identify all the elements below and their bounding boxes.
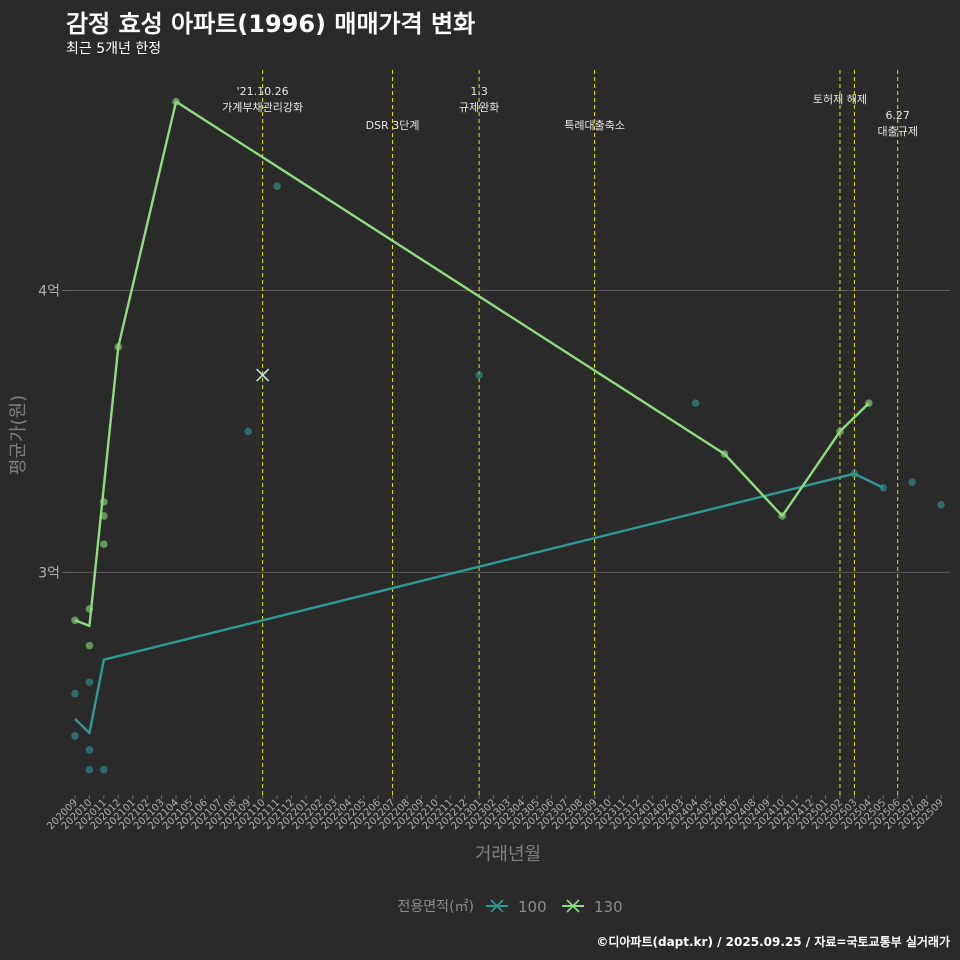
event-label: '21.10.26 — [237, 85, 289, 98]
legend-swatch-cross — [566, 899, 580, 913]
y-tick-label: 4억 — [38, 283, 60, 299]
data-point-100 — [100, 765, 108, 774]
y-tick-labels: 3억 4억 — [38, 283, 60, 581]
data-point-130 — [85, 605, 94, 613]
x-axis-label: 거래년월 — [475, 844, 541, 865]
data-point-100 — [879, 483, 888, 492]
event-label: 6.27 — [885, 109, 910, 122]
data-point-130 — [720, 450, 729, 458]
data-point-100 — [85, 678, 94, 687]
data-point-100 — [908, 478, 916, 486]
series-line-130 — [74, 100, 870, 628]
data-point-100 — [244, 427, 252, 436]
data-point-130 — [865, 399, 873, 408]
event-label: 대출규제 — [877, 125, 917, 138]
event-label: 규제완화 — [459, 101, 499, 114]
data-point-100 — [71, 732, 79, 740]
data-point-130 — [71, 616, 79, 625]
data-point-130 — [85, 641, 94, 650]
source-caption: ©디아파트(dapt.kr) / 2025.09.25 / 자료=국토교통부 실… — [596, 935, 950, 949]
data-point-100 — [273, 182, 281, 190]
event-label: 특례대출축소 — [564, 119, 625, 132]
legend-item-130: 130 — [562, 898, 623, 916]
data-point-100 — [937, 500, 945, 509]
event-label: 가계부채관리강화 — [222, 101, 303, 114]
chart-subtitle: 최근 5개년 한정 — [66, 41, 162, 57]
data-point-100 — [475, 371, 483, 379]
data-point-100 — [71, 689, 79, 698]
legend-label: 130 — [594, 898, 623, 916]
legend: 전용면적(㎡) 100 130 — [398, 898, 623, 916]
data-point-130 — [836, 427, 844, 436]
data-point-100 — [691, 399, 700, 408]
data-point-130 — [100, 498, 108, 506]
data-point-130 — [100, 512, 108, 520]
y-tick-label: 3억 — [38, 565, 60, 581]
series-line-100 — [74, 472, 884, 735]
cross-marker — [256, 368, 270, 382]
y-axis-label: 평균가(원) — [8, 395, 29, 475]
chart-title: 감정 효성 아파트(1996) 매매가격 변화 — [66, 10, 476, 38]
data-point-130 — [172, 97, 180, 106]
data-point-130 — [114, 343, 123, 351]
data-point-100 — [850, 469, 859, 478]
event-label: 1.3 — [470, 85, 488, 98]
legend-label: 100 — [518, 898, 547, 916]
series-lines — [74, 100, 884, 735]
event-label: DSR 3단계 — [366, 119, 420, 132]
data-point-100 — [85, 746, 94, 754]
legend-swatch-cross — [490, 899, 504, 913]
legend-item-100: 100 — [486, 898, 547, 916]
gridlines — [62, 289, 950, 573]
data-point-100 — [85, 765, 94, 774]
legend-title: 전용면적(㎡) — [398, 899, 474, 915]
x-tick-labels: 2020092020102020112020122021012021022021… — [45, 795, 946, 832]
event-label: 토허제 해제 — [813, 92, 867, 106]
data-point-130 — [778, 512, 787, 520]
data-points — [71, 97, 945, 774]
data-point-130 — [100, 540, 108, 548]
